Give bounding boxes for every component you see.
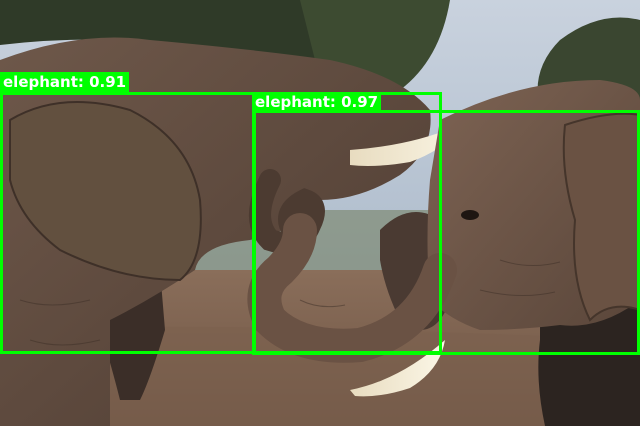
right-elephant-ear xyxy=(562,112,640,322)
detection-box-elephant-1 xyxy=(0,92,256,354)
detection-label-elephant-1: elephant: 0.91 xyxy=(0,72,130,92)
right-elephant-tusk xyxy=(350,340,445,397)
detection-label-elephant-2: elephant: 0.97 xyxy=(252,92,382,112)
left-elephant-ear xyxy=(9,101,202,282)
right-elephant-trunk xyxy=(247,213,457,363)
detection-box-inner-edge xyxy=(252,92,442,354)
left-elephant-tusk xyxy=(350,120,470,166)
background-elephant-right xyxy=(538,296,640,426)
right-elephant-eye xyxy=(461,210,479,220)
